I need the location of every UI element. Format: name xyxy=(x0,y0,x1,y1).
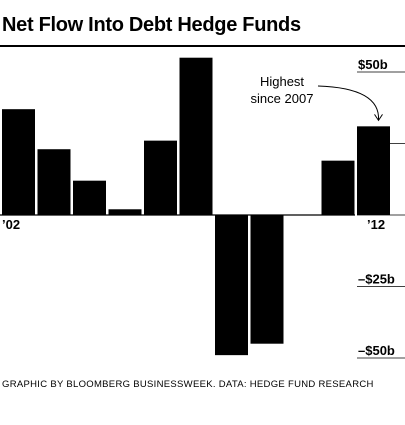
bar-2002 xyxy=(2,109,35,215)
bar-2007 xyxy=(179,57,213,216)
source-credit: GRAPHIC BY BLOOMBERG BUSINESSWEEK. DATA:… xyxy=(2,379,374,390)
annotation-text: since 2007 xyxy=(251,91,314,106)
y-tick-label: –$25b xyxy=(358,272,395,287)
annotation-arrowhead xyxy=(374,114,383,122)
title-rule xyxy=(0,45,405,47)
x-tick-label: ’02 xyxy=(2,217,20,232)
chart-title: Net Flow Into Debt Hedge Funds xyxy=(2,14,301,36)
annotation-text: Highest xyxy=(260,74,304,89)
annotation-arrow xyxy=(317,85,380,121)
bar-2009 xyxy=(250,215,284,344)
bar-2005 xyxy=(108,209,142,215)
y-tick-label: –$50b xyxy=(358,343,395,358)
y-tick-label: $0b xyxy=(358,200,380,215)
bar-2012 xyxy=(357,126,390,215)
y-tick-label: $25b xyxy=(358,129,388,144)
bar-2011 xyxy=(321,160,355,215)
x-tick-label: ’12 xyxy=(367,217,385,232)
bar-2003 xyxy=(37,149,71,215)
bar-2006 xyxy=(144,140,177,215)
y-tick-label: $50b xyxy=(358,57,388,72)
bar-2008 xyxy=(215,215,248,356)
bar-2004 xyxy=(73,180,106,215)
